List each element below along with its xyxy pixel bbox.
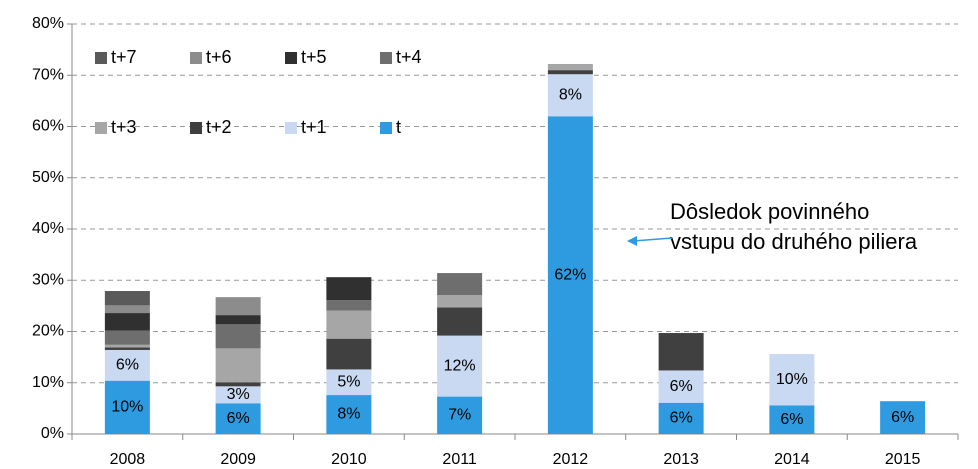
annotation: Dôsledok povinného <box>670 199 869 224</box>
y-tick-label: 40% <box>32 220 64 237</box>
bar-segment <box>104 344 150 348</box>
bar-segment <box>769 354 815 406</box>
bar-segment <box>215 386 261 404</box>
legend-swatch <box>190 52 202 64</box>
y-tick-label: 50% <box>32 169 64 186</box>
legend-label: t <box>396 117 401 137</box>
bar-segment <box>658 402 704 434</box>
annotation-arrowhead <box>627 236 637 246</box>
y-tick-label: 60% <box>32 118 64 135</box>
bar-segment <box>104 305 150 314</box>
value-label: 62% <box>554 266 586 283</box>
bar-segment <box>326 338 372 370</box>
bar-segment <box>437 307 483 336</box>
bar-segment <box>880 401 926 434</box>
x-tick-label: 2013 <box>663 451 699 468</box>
value-label: 12% <box>444 357 476 374</box>
value-label: 6% <box>670 410 693 427</box>
bar-segment <box>215 348 261 383</box>
bar-segment <box>326 277 372 301</box>
bar-segment <box>326 300 372 311</box>
bar-segment <box>215 297 261 316</box>
value-label: 3% <box>227 386 250 403</box>
y-tick-label: 80% <box>32 15 64 32</box>
bar-segment <box>326 310 372 339</box>
bar-segment <box>104 380 150 434</box>
legend-label: t+1 <box>301 117 327 137</box>
value-label: 6% <box>670 378 693 395</box>
y-tick-label: 0% <box>41 425 64 442</box>
bar-segment <box>104 313 150 331</box>
bar-segment <box>104 330 150 345</box>
value-label: 6% <box>780 411 803 428</box>
y-tick-label: 30% <box>32 271 64 288</box>
y-tick-label: 10% <box>32 374 64 391</box>
x-tick-label: 2012 <box>553 451 589 468</box>
bar-segment <box>658 333 704 371</box>
bar-segment <box>326 369 372 396</box>
bar-segment <box>547 63 593 71</box>
value-label: 6% <box>116 357 139 374</box>
legend-swatch <box>380 122 392 134</box>
legend-label: t+7 <box>111 47 137 67</box>
bar-segment <box>547 74 593 117</box>
annotation: vstupu do druhého piliera <box>670 229 918 254</box>
legend-swatch <box>95 122 107 134</box>
value-label: 6% <box>891 409 914 426</box>
legend-label: t+4 <box>396 47 422 67</box>
legend-swatch <box>285 52 297 64</box>
bar-segment <box>769 405 815 434</box>
annotation-arrow <box>633 237 673 242</box>
legend-label: t+2 <box>206 117 232 137</box>
value-label: 7% <box>448 407 471 424</box>
legend-swatch <box>190 122 202 134</box>
x-tick-label: 2010 <box>331 451 367 468</box>
x-tick-label: 2015 <box>885 451 921 468</box>
bar-segment <box>547 70 593 75</box>
legend-swatch <box>285 122 297 134</box>
value-label: 6% <box>227 410 250 427</box>
legend-swatch <box>95 52 107 64</box>
bar-segment <box>437 273 483 296</box>
bar-segment <box>215 403 261 434</box>
value-label: 10% <box>111 399 143 416</box>
x-tick-label: 2014 <box>774 451 810 468</box>
bar-segment <box>104 291 150 306</box>
bar-segment <box>326 395 372 434</box>
bar-segment <box>658 370 704 403</box>
bar-segment <box>437 335 483 397</box>
bar-segment <box>437 295 483 308</box>
legend-label: t+3 <box>111 117 137 137</box>
bar-segment <box>215 324 261 349</box>
bar-segment <box>104 347 150 350</box>
legend-label: t+6 <box>206 47 232 67</box>
y-tick-label: 70% <box>32 66 64 83</box>
legend-swatch <box>380 52 392 64</box>
bar-segment <box>437 396 483 434</box>
bar-segment <box>547 116 593 434</box>
x-tick-label: 2008 <box>110 451 146 468</box>
x-tick-label: 2011 <box>442 451 477 468</box>
value-label: 8% <box>559 86 582 103</box>
x-tick-label: 2009 <box>220 451 256 468</box>
value-label: 5% <box>337 373 360 390</box>
bar-segment <box>215 382 261 387</box>
value-label: 10% <box>776 371 808 388</box>
value-label: 8% <box>337 406 360 423</box>
bar-segment <box>215 315 261 325</box>
bar-segment <box>104 349 150 381</box>
legend-label: t+5 <box>301 47 327 67</box>
y-tick-label: 20% <box>32 323 64 340</box>
